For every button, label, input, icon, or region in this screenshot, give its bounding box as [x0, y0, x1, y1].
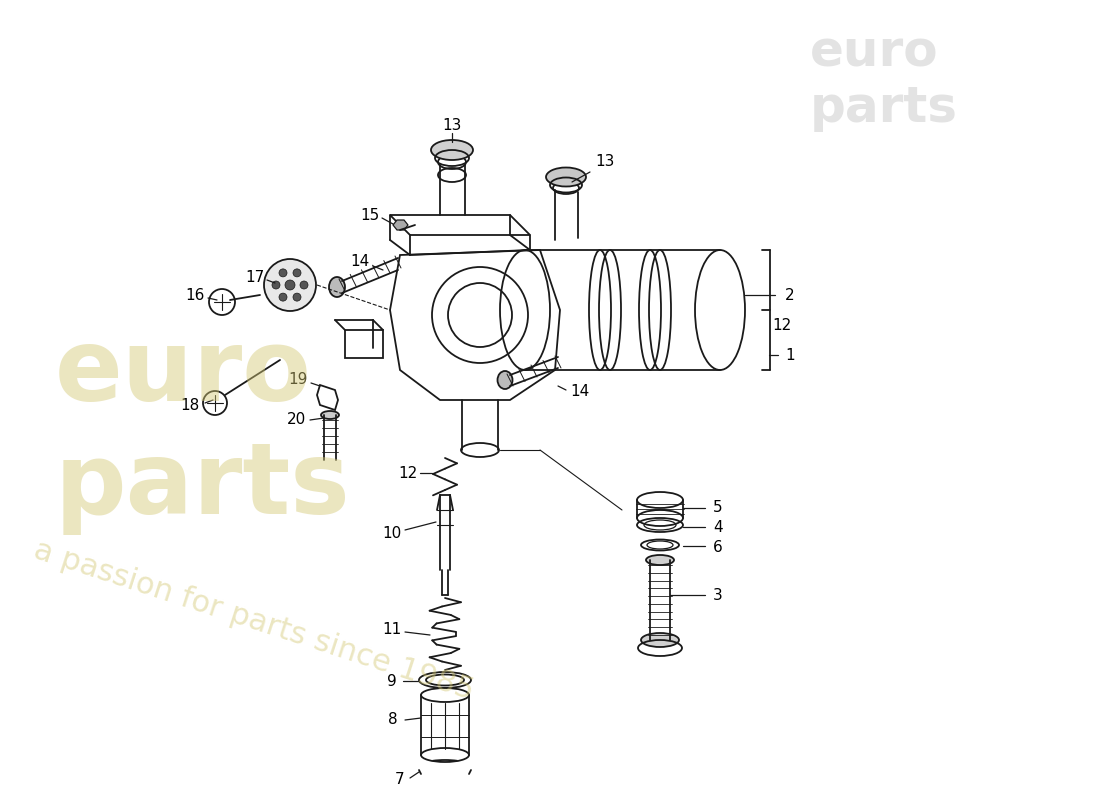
- Circle shape: [293, 269, 301, 277]
- Circle shape: [285, 280, 295, 290]
- Text: 11: 11: [383, 622, 402, 638]
- Circle shape: [272, 281, 280, 289]
- Text: 2: 2: [785, 287, 795, 302]
- Text: 9: 9: [387, 674, 397, 690]
- Text: 19: 19: [288, 373, 308, 387]
- Text: 13: 13: [442, 118, 462, 133]
- Ellipse shape: [431, 140, 473, 160]
- Text: 18: 18: [180, 398, 199, 413]
- Ellipse shape: [497, 371, 513, 389]
- Text: 10: 10: [383, 526, 402, 541]
- Text: 5: 5: [713, 501, 723, 515]
- Bar: [345, 330, 383, 358]
- Text: 20: 20: [287, 413, 307, 427]
- Text: euro
parts: euro parts: [810, 28, 958, 132]
- Text: 8: 8: [388, 713, 398, 727]
- Text: 16: 16: [185, 287, 205, 302]
- Circle shape: [300, 281, 308, 289]
- Circle shape: [264, 259, 316, 311]
- Ellipse shape: [329, 277, 345, 297]
- Ellipse shape: [546, 167, 586, 186]
- Text: 1: 1: [785, 347, 795, 362]
- Text: 4: 4: [713, 519, 723, 534]
- Text: euro
parts: euro parts: [55, 326, 351, 534]
- Text: 12: 12: [772, 318, 792, 333]
- Text: 12: 12: [398, 466, 418, 481]
- Ellipse shape: [321, 411, 339, 419]
- Text: a passion for parts since 1985: a passion for parts since 1985: [30, 535, 477, 705]
- Text: 14: 14: [351, 254, 370, 270]
- Text: 14: 14: [571, 385, 590, 399]
- Text: 3: 3: [713, 587, 723, 602]
- Text: 7: 7: [395, 773, 405, 787]
- Ellipse shape: [646, 555, 674, 565]
- Circle shape: [279, 269, 287, 277]
- Text: 15: 15: [361, 207, 379, 222]
- Text: 6: 6: [713, 539, 723, 554]
- Circle shape: [279, 293, 287, 301]
- Circle shape: [293, 293, 301, 301]
- Polygon shape: [393, 220, 408, 230]
- Ellipse shape: [641, 633, 679, 647]
- Text: 13: 13: [595, 154, 615, 170]
- Text: 17: 17: [245, 270, 265, 285]
